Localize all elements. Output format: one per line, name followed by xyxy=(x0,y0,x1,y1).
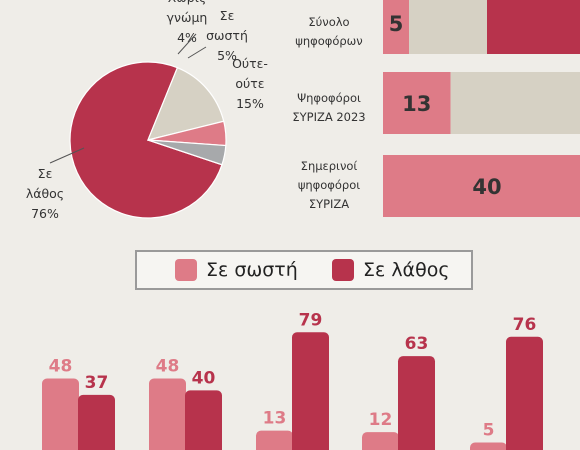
grouped-bar xyxy=(470,442,507,450)
grouped-bar-value: 79 xyxy=(299,310,323,330)
grouped-bar-value: 5 xyxy=(483,421,495,441)
grouped-bar xyxy=(398,356,435,450)
row-label: ψηφοφόρων xyxy=(295,34,362,48)
grouped-bar xyxy=(506,336,543,450)
legend-item-wrong: Σε λάθος xyxy=(332,259,449,281)
leader-line xyxy=(49,147,85,164)
stacked-bar-chart: 576Σύνολοψηφοφόρων1358ΨηφοφόροιΣΥΡΙΖΑ 20… xyxy=(292,0,580,217)
grouped-bar-value: 12 xyxy=(369,410,393,430)
pie-slice xyxy=(147,66,225,141)
pie-label: 15% xyxy=(236,96,264,111)
grouped-bar xyxy=(362,432,399,450)
stacked-bar-segment xyxy=(450,72,580,134)
legend-swatch-wrong xyxy=(332,259,354,281)
stacked-bar-segment xyxy=(409,0,487,54)
legend: Σε σωστή Σε λάθος xyxy=(135,250,473,290)
legend-item-correct: Σε σωστή xyxy=(175,259,298,281)
grouped-bar xyxy=(256,430,293,450)
pie-label: Σε xyxy=(220,8,235,23)
stacked-bar-value: 40 xyxy=(472,175,501,199)
pie-label: Χωρίς xyxy=(168,0,207,5)
row-label: ΣΥΡΙΖΑ 2023 xyxy=(292,110,365,124)
stacked-bar-segment xyxy=(383,155,580,217)
grouped-bar xyxy=(78,394,115,450)
stacked-bar-value: 5 xyxy=(389,12,404,36)
row-label: Σύνολο xyxy=(308,15,349,29)
legend-swatch-correct xyxy=(175,259,197,281)
pie-label: ούτε xyxy=(235,76,264,91)
row-label: Ψηφοφόροι xyxy=(297,91,361,105)
grouped-bar xyxy=(42,378,79,450)
grouped-bar-value: 76 xyxy=(513,315,537,335)
pie-label: Ούτε- xyxy=(232,56,268,71)
legend-label-wrong: Σε λάθος xyxy=(363,259,450,281)
pie-label: γνώμη xyxy=(167,10,208,25)
stacked-bar-value: 13 xyxy=(402,92,431,116)
grouped-bar-value: 48 xyxy=(156,356,180,376)
pie-label: 4% xyxy=(177,30,197,45)
pie-label: 5% xyxy=(217,48,237,63)
leader-line xyxy=(187,46,207,59)
grouped-bar-chart: 48 48 13 12 5 37 40 79 63 76 xyxy=(42,310,543,450)
row-label: Σημερινοί xyxy=(301,159,358,173)
grouped-bar xyxy=(292,332,329,450)
grouped-bar xyxy=(185,390,222,450)
grouped-bar-value: 48 xyxy=(49,356,73,376)
pie-label: Σε xyxy=(38,166,53,181)
leader-line xyxy=(177,33,197,55)
stacked-bar-segment xyxy=(383,72,451,134)
grouped-bar-value: 13 xyxy=(263,409,287,429)
pie-slice xyxy=(147,139,227,166)
stacked-bar-segment xyxy=(487,0,580,54)
pie-chart: Σε λάθος 76% Ούτε-ούτε 15% Σε σωστή 5% Χωρίς γνώμ… xyxy=(26,0,268,221)
grouped-bar-value: 40 xyxy=(192,368,216,388)
grouped-bar-value: 63 xyxy=(405,334,429,354)
pie-label: λάθος xyxy=(26,186,64,201)
pie-label: σωστή xyxy=(206,28,248,43)
row-label: ψηφοφόροι xyxy=(298,178,360,192)
stacked-bar-segment xyxy=(383,0,409,54)
pie-slice xyxy=(69,61,223,219)
legend-label-correct: Σε σωστή xyxy=(206,259,298,281)
grouped-bar xyxy=(149,378,186,450)
row-label: ΣΥΡΙΖΑ xyxy=(309,197,349,211)
pie-label: 76% xyxy=(31,206,59,221)
grouped-bar-value: 37 xyxy=(85,373,109,393)
